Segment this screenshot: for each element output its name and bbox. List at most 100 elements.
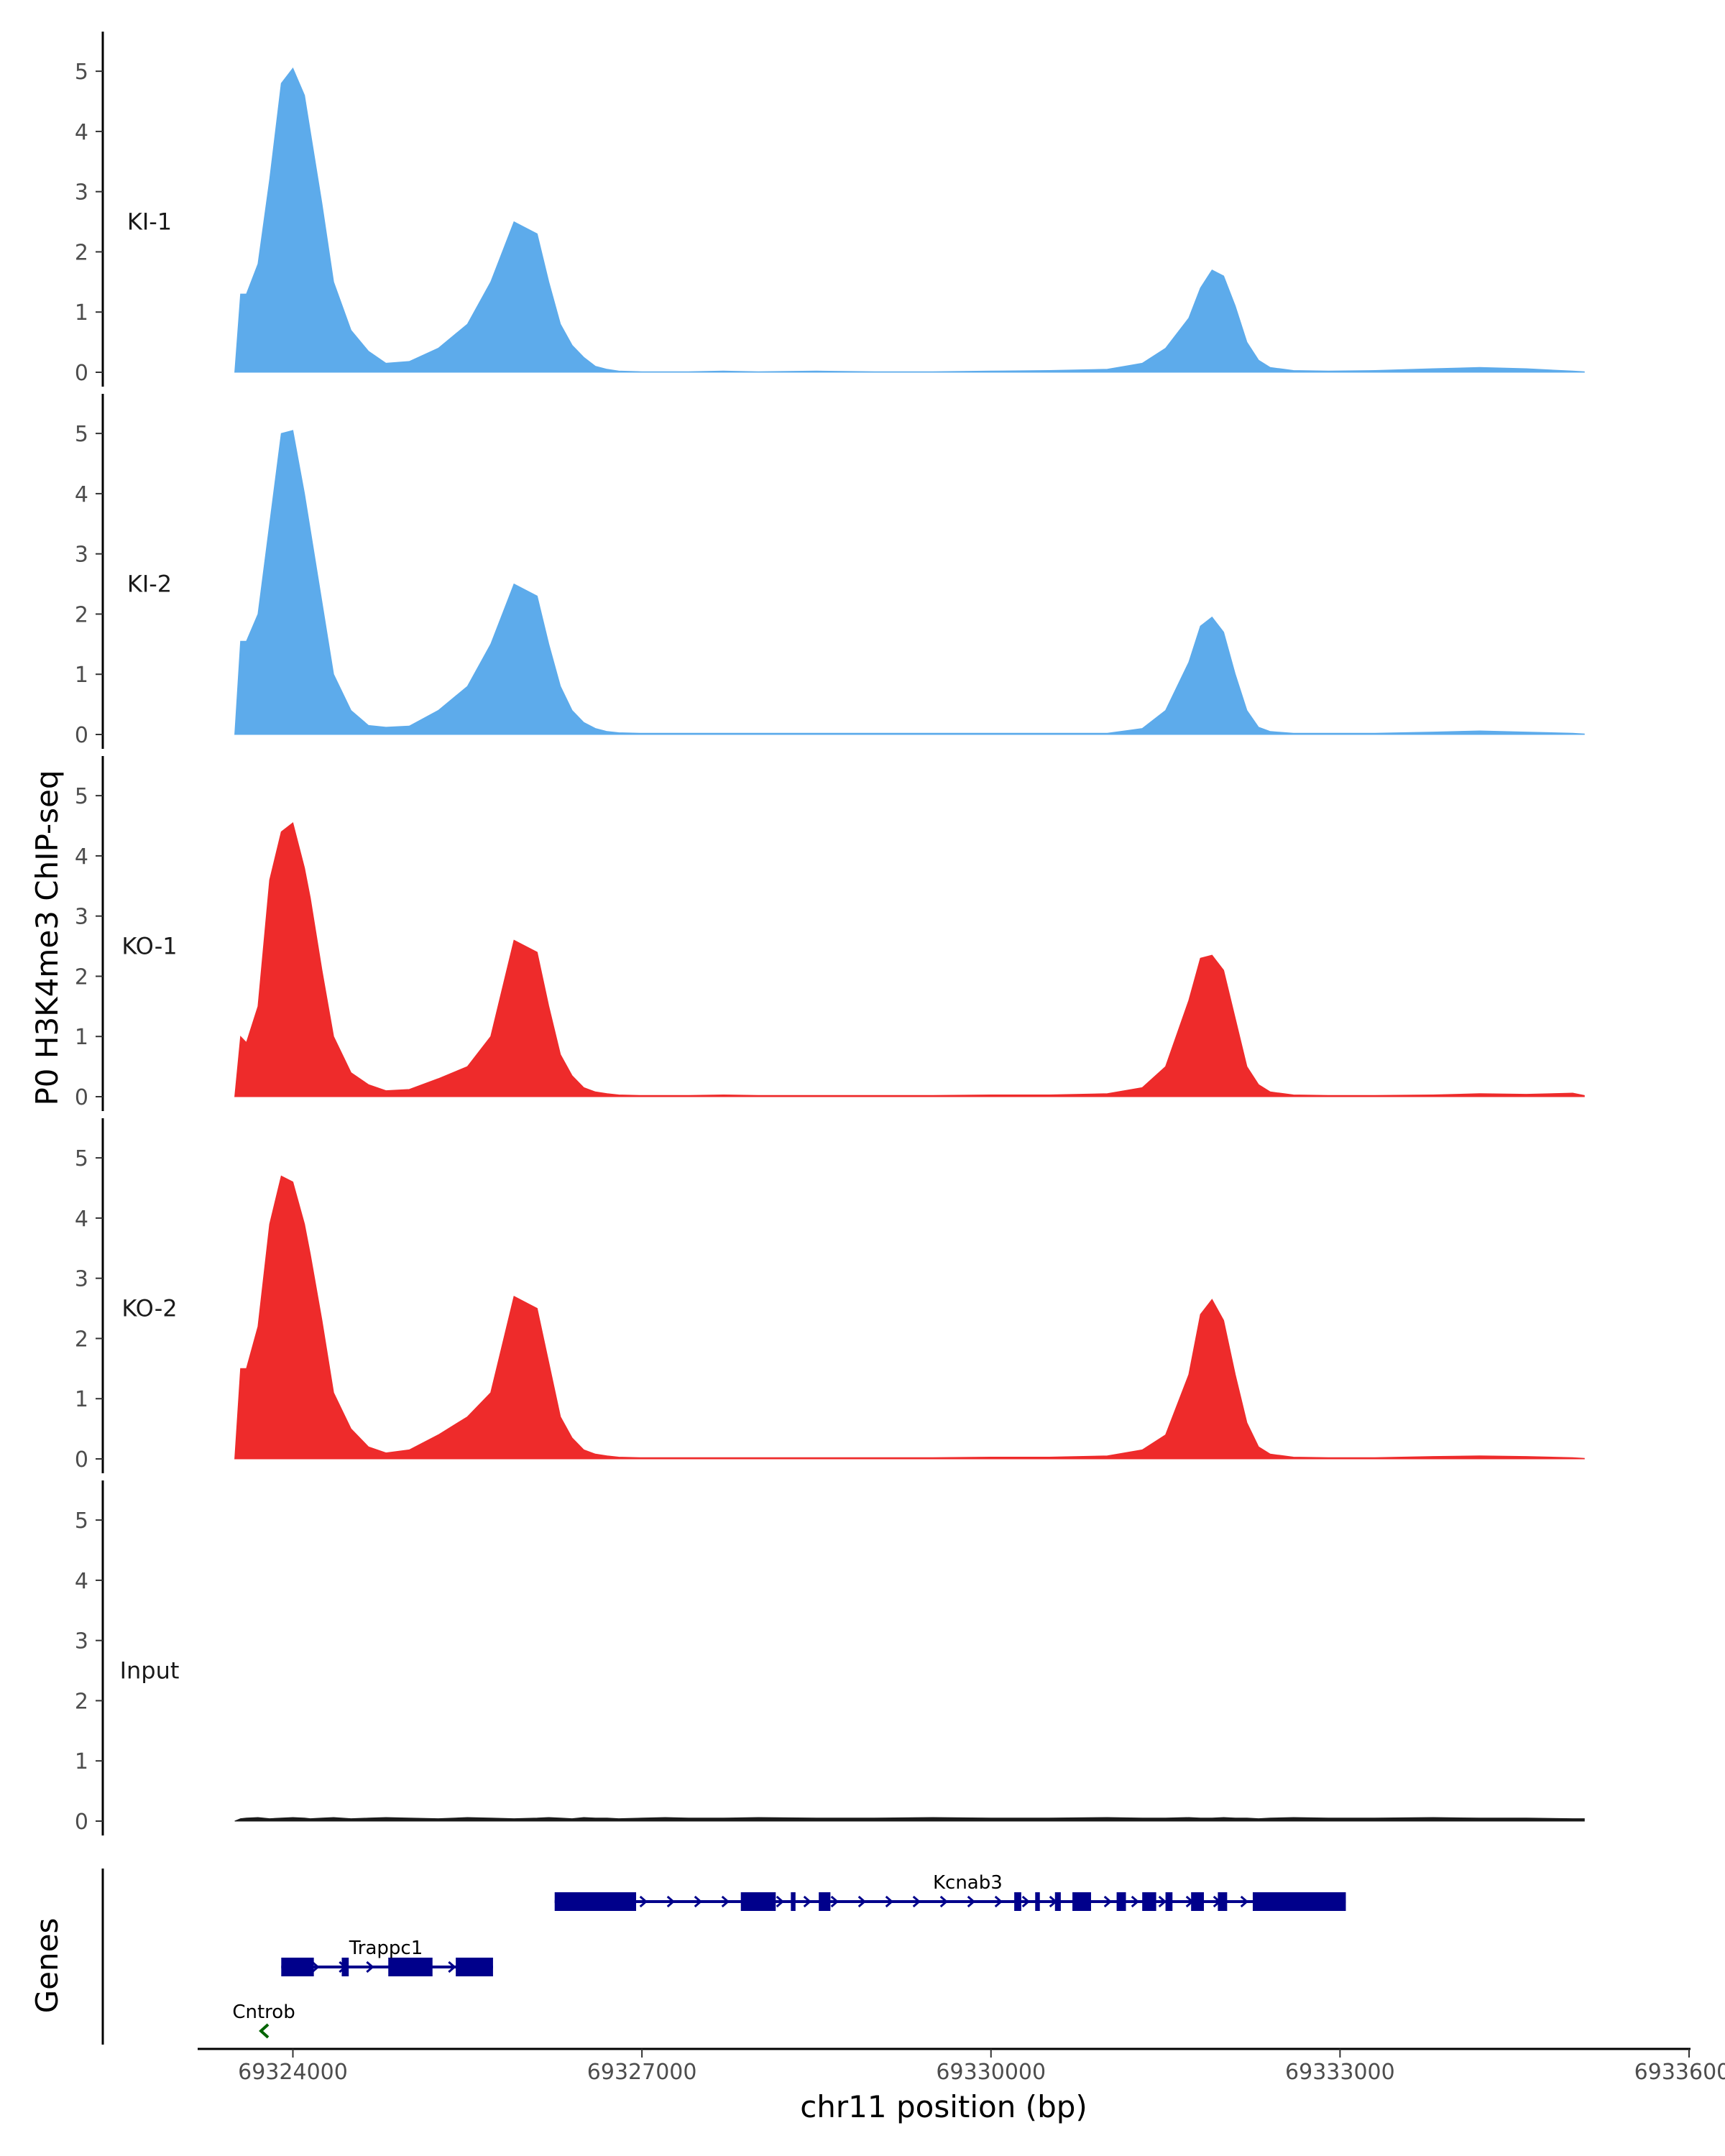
y-tick-label: 3 <box>75 180 88 206</box>
strand-arrow <box>639 1895 648 1908</box>
track-input: 0 1 2 3 4 5 Input <box>75 1480 1585 1835</box>
y-tick-label: 2 <box>75 602 88 627</box>
gene-trappc1: Trappc1 <box>281 1938 493 1976</box>
y-tick-label: 0 <box>75 723 88 748</box>
x-tick-label: 69327000 <box>587 2060 697 2085</box>
y-tick-label: 1 <box>75 300 88 326</box>
y-tick-label: 5 <box>75 1508 88 1534</box>
signal-area-ki-2 <box>234 430 1585 735</box>
genes-axis-title: Genes <box>29 1918 65 2014</box>
strand-arrow <box>259 2023 270 2039</box>
gene-exon <box>819 1892 831 1911</box>
gene-kcnab3: Kcnab3 <box>554 1872 1346 1911</box>
strand-arrow <box>1103 1895 1112 1908</box>
y-tick-label: 0 <box>75 361 88 386</box>
y-tick-label: 3 <box>75 1267 88 1292</box>
signal-area-ko-1 <box>234 821 1585 1097</box>
strand-arrow <box>939 1895 948 1908</box>
y-tick-label: 1 <box>75 1025 88 1050</box>
y-tick-label: 1 <box>75 1387 88 1412</box>
gene-exon <box>1218 1892 1228 1911</box>
y-tick-label: 0 <box>75 1447 88 1473</box>
gene-cntrob: Cntrob <box>232 2001 295 2039</box>
coverage-tracks: 0 1 2 3 4 5 KI-1 0 1 2 3 4 5 KI-2 0 1 2 3 4 5 KO-1 0 1 2 3 4 5 KO-2… <box>75 32 1585 1835</box>
track-ko-2: 0 1 2 3 4 5 KO-2 <box>75 1118 1585 1473</box>
track-label: Input <box>120 1657 180 1685</box>
gene-exon <box>1142 1892 1156 1911</box>
gene-exon <box>1014 1892 1021 1911</box>
signal-area-input <box>234 1817 1585 1822</box>
gene-exon <box>740 1892 776 1911</box>
strand-arrow <box>721 1895 730 1908</box>
y-tick-label: 4 <box>75 1207 88 1232</box>
y-tick-label: 2 <box>75 964 88 990</box>
y-tick-label: 4 <box>75 844 88 870</box>
strand-arrow <box>311 1961 320 1973</box>
track-ki-1: 0 1 2 3 4 5 KI-1 <box>75 32 1585 387</box>
strand-arrow <box>803 1895 811 1908</box>
track-label: KO-1 <box>121 933 177 960</box>
gene-track: Kcnab3 Trappc1 Cntrob <box>101 1869 1346 2045</box>
track-ki-2: 0 1 2 3 4 5 KI-2 <box>75 394 1585 749</box>
gene-exon <box>791 1892 796 1911</box>
y-tick-label: 1 <box>75 1749 88 1774</box>
signal-area-ki-1 <box>234 67 1585 373</box>
gene-exon <box>388 1958 433 1976</box>
strand-arrow <box>1021 1895 1030 1908</box>
y-tick-label: 5 <box>75 784 88 809</box>
x-tick-label: 69336000 <box>1634 2060 1725 2085</box>
track-label: KO-2 <box>121 1295 177 1322</box>
strand-arrow <box>857 1895 866 1908</box>
strand-arrow <box>994 1895 1003 1908</box>
y-tick-label: 1 <box>75 663 88 688</box>
gene-exon <box>1165 1892 1173 1911</box>
strand-arrow <box>366 1961 374 1973</box>
y-tick-label: 2 <box>75 1327 88 1352</box>
gene-label: Kcnab3 <box>933 1872 1003 1894</box>
strand-arrow <box>830 1895 839 1908</box>
strand-arrow <box>694 1895 702 1908</box>
x-tick-label: 69330000 <box>936 2060 1046 2085</box>
x-axis: 69324000 69327000 69330000 69333000 69336000 <box>198 2047 1725 2085</box>
y-tick-label: 0 <box>75 1810 88 1835</box>
track-label: KI-2 <box>127 571 172 598</box>
y-tick-label: 3 <box>75 543 88 568</box>
gene-exon <box>554 1892 637 1911</box>
y-tick-label: 5 <box>75 60 88 85</box>
y-tick-label: 3 <box>75 1629 88 1654</box>
y-tick-label: 5 <box>75 422 88 447</box>
strand-arrow <box>448 1961 456 1973</box>
gene-exon <box>1252 1892 1346 1911</box>
strand-arrow <box>885 1895 893 1908</box>
strand-arrow <box>967 1895 975 1908</box>
y-tick-label: 4 <box>75 482 88 507</box>
gene-exon <box>341 1958 349 1976</box>
gene-exon <box>1072 1892 1091 1911</box>
gene-exon <box>1035 1892 1040 1911</box>
y-tick-label: 2 <box>75 1689 88 1714</box>
strand-arrow <box>776 1895 784 1908</box>
strand-arrow <box>1158 1895 1167 1908</box>
strand-arrow <box>912 1895 921 1908</box>
gene-label: Trappc1 <box>349 1938 423 1959</box>
track-ko-1: 0 1 2 3 4 5 KO-1 <box>75 756 1585 1111</box>
strand-arrow <box>1131 1895 1139 1908</box>
gene-exon <box>456 1958 493 1976</box>
gene-exon <box>1116 1892 1126 1911</box>
y-tick-label: 5 <box>75 1146 88 1171</box>
y-tick-label: 0 <box>75 1085 88 1110</box>
gene-exon <box>1054 1892 1061 1911</box>
gene-label: Cntrob <box>232 2001 295 2023</box>
track-label: KI-1 <box>127 208 172 236</box>
x-tick-label: 69324000 <box>238 2060 348 2085</box>
y-tick-label: 3 <box>75 905 88 930</box>
y-tick-label: 4 <box>75 1569 88 1594</box>
y-tick-label: 2 <box>75 240 88 265</box>
gene-exon <box>281 1958 314 1976</box>
y-axis-title: P0 H3K4me3 ChIP-seq <box>29 770 65 1105</box>
x-tick-label: 69333000 <box>1285 2060 1395 2085</box>
strand-arrow <box>1240 1895 1248 1908</box>
strand-arrow <box>666 1895 675 1908</box>
y-tick-label: 4 <box>75 120 88 145</box>
